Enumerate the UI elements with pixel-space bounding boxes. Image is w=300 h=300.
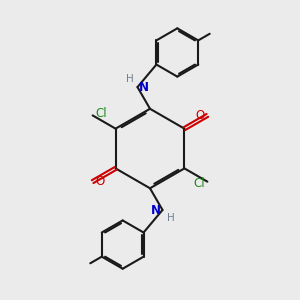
Text: N: N	[139, 81, 149, 94]
Text: H: H	[126, 74, 134, 84]
Text: H: H	[167, 214, 175, 224]
Text: O: O	[196, 109, 205, 122]
Text: O: O	[95, 175, 104, 188]
Text: Cl: Cl	[95, 107, 106, 120]
Text: N: N	[151, 204, 161, 217]
Text: Cl: Cl	[194, 177, 205, 190]
